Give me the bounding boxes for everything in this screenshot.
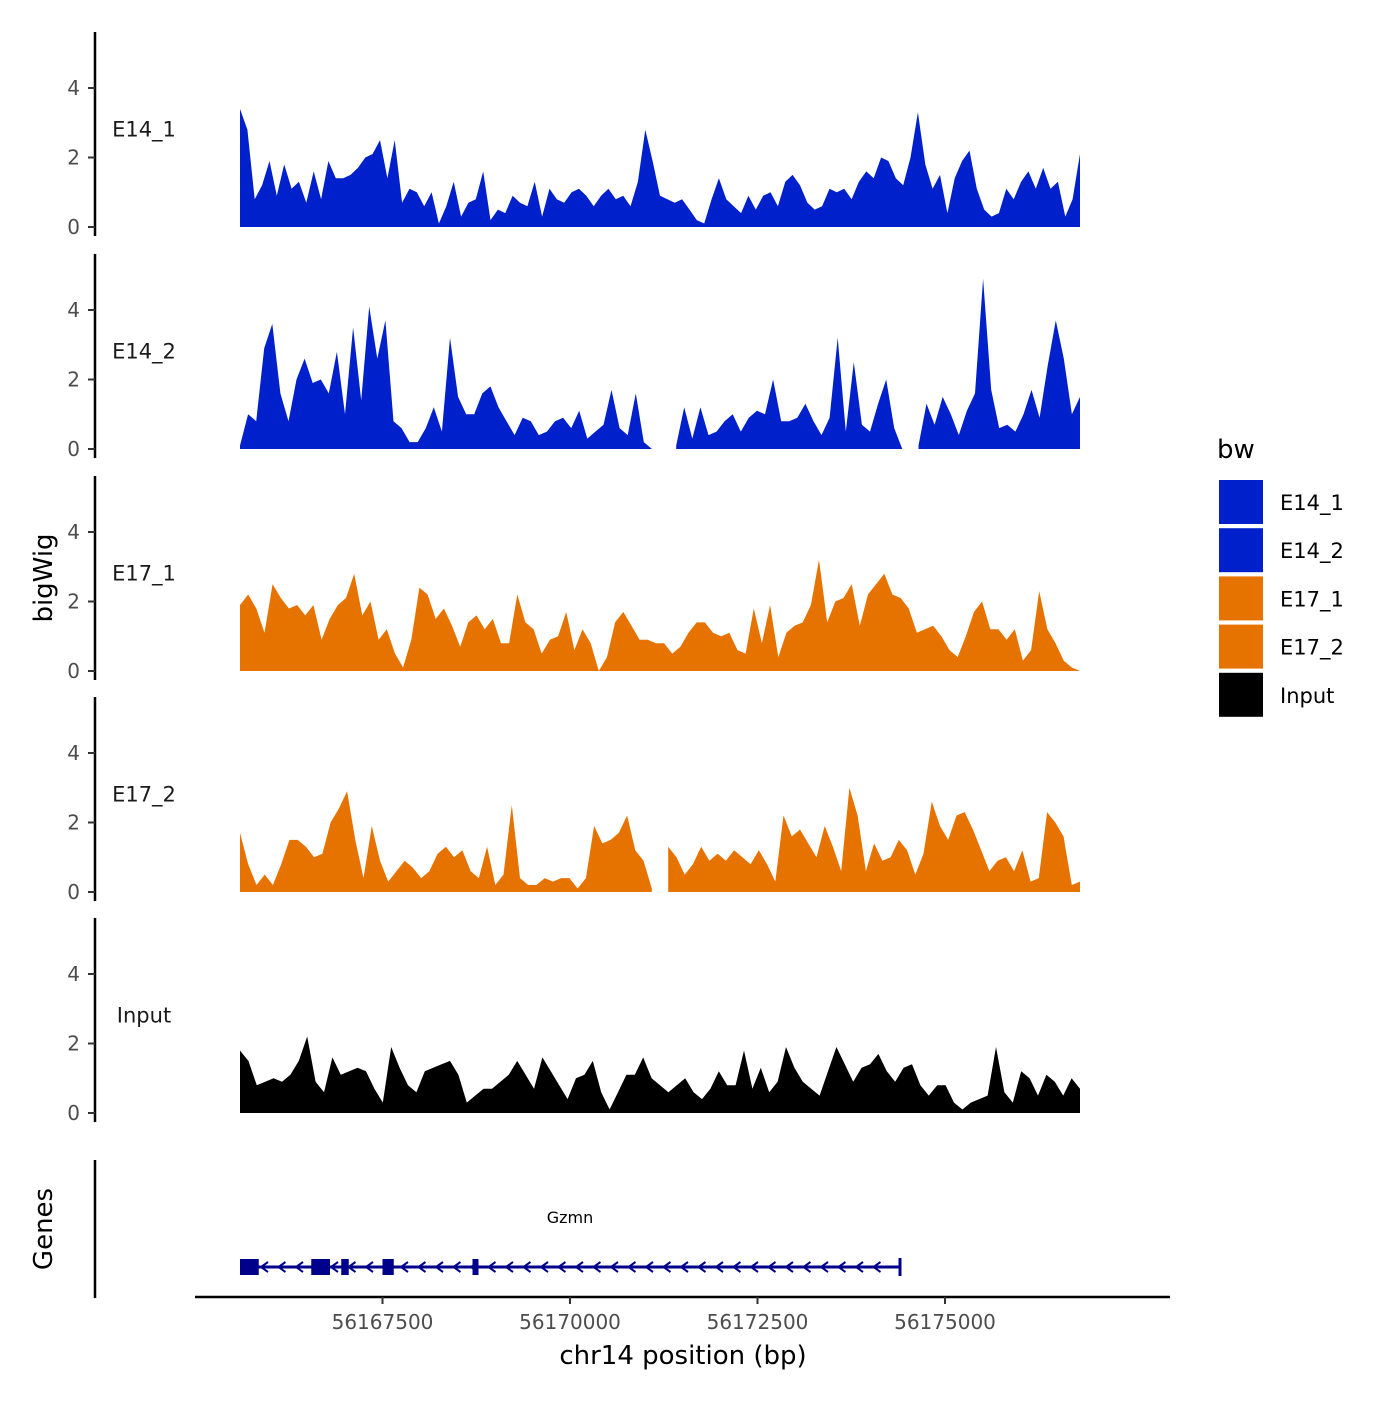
legend-label: E17_1 <box>1280 587 1344 612</box>
track-label: E17_1 <box>112 562 176 587</box>
strand-arrow <box>871 1261 882 1273</box>
strand-arrow <box>329 1261 339 1273</box>
strand-arrow <box>504 1261 514 1273</box>
strand-arrow <box>451 1261 462 1273</box>
strand-arrow <box>784 1261 794 1273</box>
strand-arrow <box>854 1261 864 1273</box>
strand-arrow <box>434 1261 444 1273</box>
y-tick-label: 0 <box>67 215 80 239</box>
legend-swatch <box>1219 480 1263 524</box>
strand-arrow <box>626 1261 637 1273</box>
y-tick-label: 2 <box>67 368 80 392</box>
track-panel: 0 2 4 E17_2 <box>67 697 1080 904</box>
track-label: E14_2 <box>112 340 176 365</box>
gene-name-label: Gzmn <box>547 1208 594 1227</box>
signal-area <box>668 787 1080 892</box>
track-panel: 0 2 4 E14_2 <box>67 254 1080 461</box>
x-axis-title: chr14 position (bp) <box>559 1341 806 1371</box>
strand-arrow <box>416 1261 427 1273</box>
strand-arrow <box>399 1261 409 1273</box>
strand-arrow <box>259 1261 269 1273</box>
gene-panel-title: Genes <box>29 1188 59 1270</box>
gene-exon <box>311 1259 330 1275</box>
y-tick-label: 0 <box>67 437 80 461</box>
y-tick-label: 0 <box>67 659 80 683</box>
strand-arrow <box>801 1261 812 1273</box>
x-tick-label: 56167500 <box>332 1310 434 1334</box>
strand-arrow <box>539 1261 549 1273</box>
y-tick-label: 2 <box>67 811 80 835</box>
strand-arrow <box>836 1261 847 1273</box>
gene-exon <box>240 1259 259 1275</box>
strand-arrow <box>731 1261 742 1273</box>
y-tick-label: 4 <box>67 962 80 986</box>
gene-panel: Genes Gzmn <box>29 1160 902 1298</box>
x-axis: 56167500 56170000 56172500 56175000 <box>195 1295 1170 1334</box>
strand-arrow <box>591 1261 602 1273</box>
legend-swatch <box>1219 672 1263 717</box>
strand-arrow <box>521 1261 532 1273</box>
y-tick-label: 0 <box>67 1101 80 1125</box>
gene-exon <box>382 1259 394 1275</box>
gene-exon <box>472 1259 479 1275</box>
strand-arrow <box>749 1261 759 1273</box>
signal-area <box>240 306 652 449</box>
strand-arrow <box>364 1261 374 1273</box>
signal-area <box>240 791 652 892</box>
strand-arrow <box>679 1261 689 1273</box>
strand-arrow <box>644 1261 654 1273</box>
strand-arrow <box>661 1261 672 1273</box>
strand-arrow <box>696 1261 707 1273</box>
legend: bw E14_1 E14_2 E17_1 E17_2 Input <box>1217 435 1344 717</box>
strand-arrow <box>486 1261 497 1273</box>
x-tick-label: 56170000 <box>519 1310 621 1334</box>
y-tick-label: 4 <box>67 741 80 765</box>
track-label: E14_1 <box>112 118 176 143</box>
track-panel: 0 2 4 E14_1 <box>67 32 1080 239</box>
legend-title: bw <box>1217 435 1255 465</box>
legend-swatch <box>1219 576 1263 621</box>
signal-area <box>918 278 1080 449</box>
y-tick-label: 2 <box>67 146 80 170</box>
legend-label: E14_2 <box>1280 539 1344 564</box>
strand-arrow <box>766 1261 777 1273</box>
signal-area <box>240 1036 1080 1113</box>
strand-arrow <box>294 1261 304 1273</box>
y-tick-label: 0 <box>67 880 80 904</box>
y-axis-title: bigWig <box>29 533 59 622</box>
gene-exon <box>341 1259 349 1275</box>
y-tick-label: 4 <box>67 298 80 322</box>
track-panels: 0 2 4 E14_1 0 2 4 E14_2 0 2 4 E17_1 0 2 4 E17_2 0 2 4 Input <box>67 32 1080 1125</box>
track-label: Input <box>117 1004 171 1028</box>
legend-label: E17_2 <box>1280 636 1344 661</box>
y-tick-label: 2 <box>67 590 80 614</box>
y-tick-label: 4 <box>67 520 80 544</box>
strand-arrow <box>556 1261 567 1273</box>
signal-area <box>676 337 903 449</box>
signal-area <box>240 108 1080 227</box>
x-tick-label: 56172500 <box>707 1310 809 1334</box>
y-tick-label: 4 <box>67 76 80 100</box>
track-panel: 0 2 4 E17_1 <box>67 476 1080 683</box>
legend-label: E14_1 <box>1280 491 1344 516</box>
legend-label: Input <box>1280 684 1334 708</box>
strand-arrow <box>574 1261 584 1273</box>
legend-swatch <box>1219 624 1263 669</box>
x-tick-label: 56175000 <box>894 1310 996 1334</box>
strand-arrow <box>714 1261 724 1273</box>
track-label: E17_2 <box>112 783 176 808</box>
strand-arrow <box>819 1261 829 1273</box>
strand-arrow <box>609 1261 619 1273</box>
strand-arrow <box>276 1261 287 1273</box>
legend-swatch <box>1219 528 1263 573</box>
track-panel: 0 2 4 Input <box>67 918 1080 1125</box>
y-tick-label: 2 <box>67 1032 80 1056</box>
signal-area <box>240 559 1080 671</box>
